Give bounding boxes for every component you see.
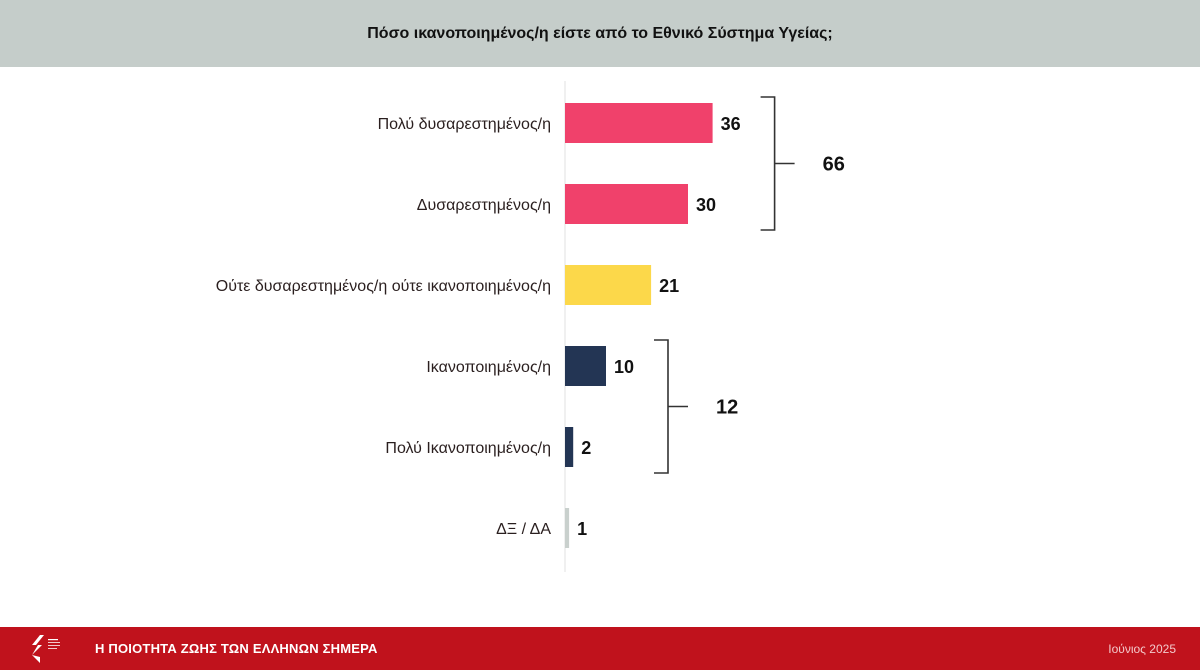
category-label: Πολύ δυσαρεστημένος/η bbox=[378, 116, 551, 133]
group-bracket bbox=[654, 339, 688, 474]
group-total-label: 12 bbox=[716, 397, 738, 419]
value-label: 10 bbox=[614, 357, 634, 377]
bar bbox=[565, 265, 652, 305]
value-label: 21 bbox=[659, 276, 679, 296]
footer-date: Ιούνιος 2025 bbox=[1108, 642, 1176, 656]
brand-logo-icon bbox=[32, 635, 60, 663]
value-label: 30 bbox=[696, 195, 716, 215]
bar-chart: Πολύ δυσαρεστημένος/η 36 Δυσαρεστημένος/η 3… bbox=[216, 81, 845, 572]
value-label: 36 bbox=[721, 114, 741, 134]
footer-bar: Η ΠΟΙΟΤΗΤΑ ΖΩΗΣ ΤΩΝ ΕΛΛΗΝΩΝ ΣΗΜΕΡΑ Ιούνι… bbox=[0, 627, 1200, 670]
category-label: Πολύ Ικανοποιημένος/η bbox=[385, 440, 551, 457]
bar bbox=[565, 346, 606, 386]
category-label: Δυσαρεστημένος/η bbox=[417, 197, 551, 214]
header-bar: Πόσο ικανοποιημένος/η είστε από το Εθνικ… bbox=[0, 0, 1200, 67]
bar bbox=[565, 427, 574, 467]
group-total-label: 66 bbox=[823, 154, 845, 176]
footer-title: Η ΠΟΙΟΤΗΤΑ ΖΩΗΣ ΤΩΝ ΕΛΛΗΝΩΝ ΣΗΜΕΡΑ bbox=[95, 641, 378, 656]
bar bbox=[565, 103, 713, 143]
category-label: Ικανοποιημένος/η bbox=[426, 359, 551, 376]
group-bracket bbox=[760, 96, 795, 231]
page-title: Πόσο ικανοποιημένος/η είστε από το Εθνικ… bbox=[367, 24, 833, 42]
bar bbox=[565, 508, 570, 548]
value-label: 1 bbox=[577, 519, 587, 539]
value-label: 2 bbox=[581, 438, 591, 458]
category-label: ΔΞ / ΔΑ bbox=[496, 521, 551, 538]
bar bbox=[565, 184, 688, 224]
category-label: Ούτε δυσαρεστημένος/η ούτε ικανοποιημένο… bbox=[216, 278, 551, 295]
